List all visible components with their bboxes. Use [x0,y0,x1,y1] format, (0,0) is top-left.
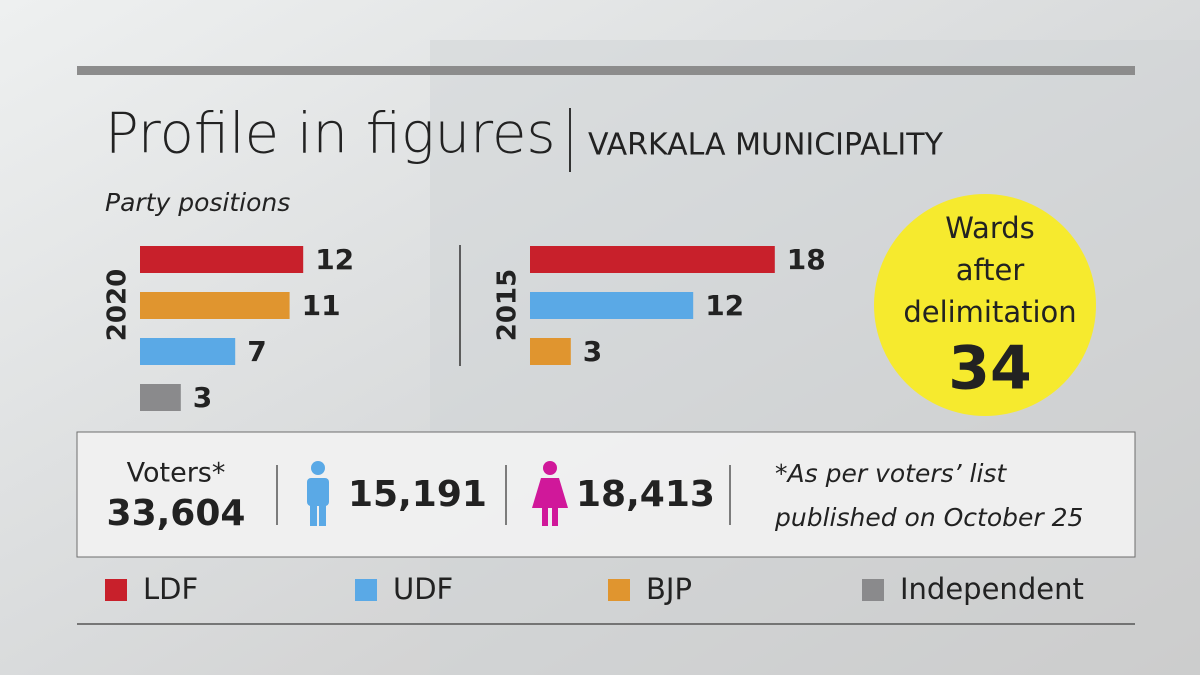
wards-value: 34 [948,334,1032,404]
male-voters: 15,191 [348,474,487,515]
legend: LDF UDF BJP Independent [105,572,1084,606]
chart-year: 2020 [103,269,133,341]
bar-value: 3 [583,335,602,368]
section-label: Party positions [105,188,290,217]
bar-value: 11 [302,289,341,322]
female-icon [532,461,568,526]
male-icon [307,461,329,526]
voters-label: Voters* [127,458,226,489]
bar-value: 3 [193,381,212,414]
bar-value: 7 [247,335,266,368]
bar [140,338,236,365]
bar-value: 12 [315,243,354,276]
legend-swatch [608,579,630,601]
voters-note: *As per voters’ list published on October… [774,459,1083,532]
female-voters: 18,413 [576,474,715,515]
title: Profile in figures [105,101,556,166]
bar [140,292,290,319]
top-rule [77,66,1135,75]
legend-swatch [105,579,127,601]
legend-label: BJP [646,572,692,606]
voters-total: 33,604 [107,493,246,534]
legend-label: LDF [143,572,198,606]
legend-label: UDF [393,572,453,606]
bar-charts: 2020 12 11 7 3 2015 18 12 3 [103,243,826,414]
legend-swatch [862,579,884,601]
chart-year: 2015 [493,269,523,341]
legend-swatch [355,579,377,601]
wards-label: Wards after delimitation [903,211,1076,329]
bar [530,246,775,273]
bar [530,292,694,319]
subtitle: VARKALA MUNICIPALITY [588,128,944,163]
bar [530,338,571,365]
bar [140,246,304,273]
bar-value: 18 [787,243,826,276]
voters-panel [76,431,1136,558]
wards-circle [874,194,1096,416]
legend-label: Independent [900,572,1084,606]
bar [140,384,181,411]
bar-value: 12 [705,289,744,322]
